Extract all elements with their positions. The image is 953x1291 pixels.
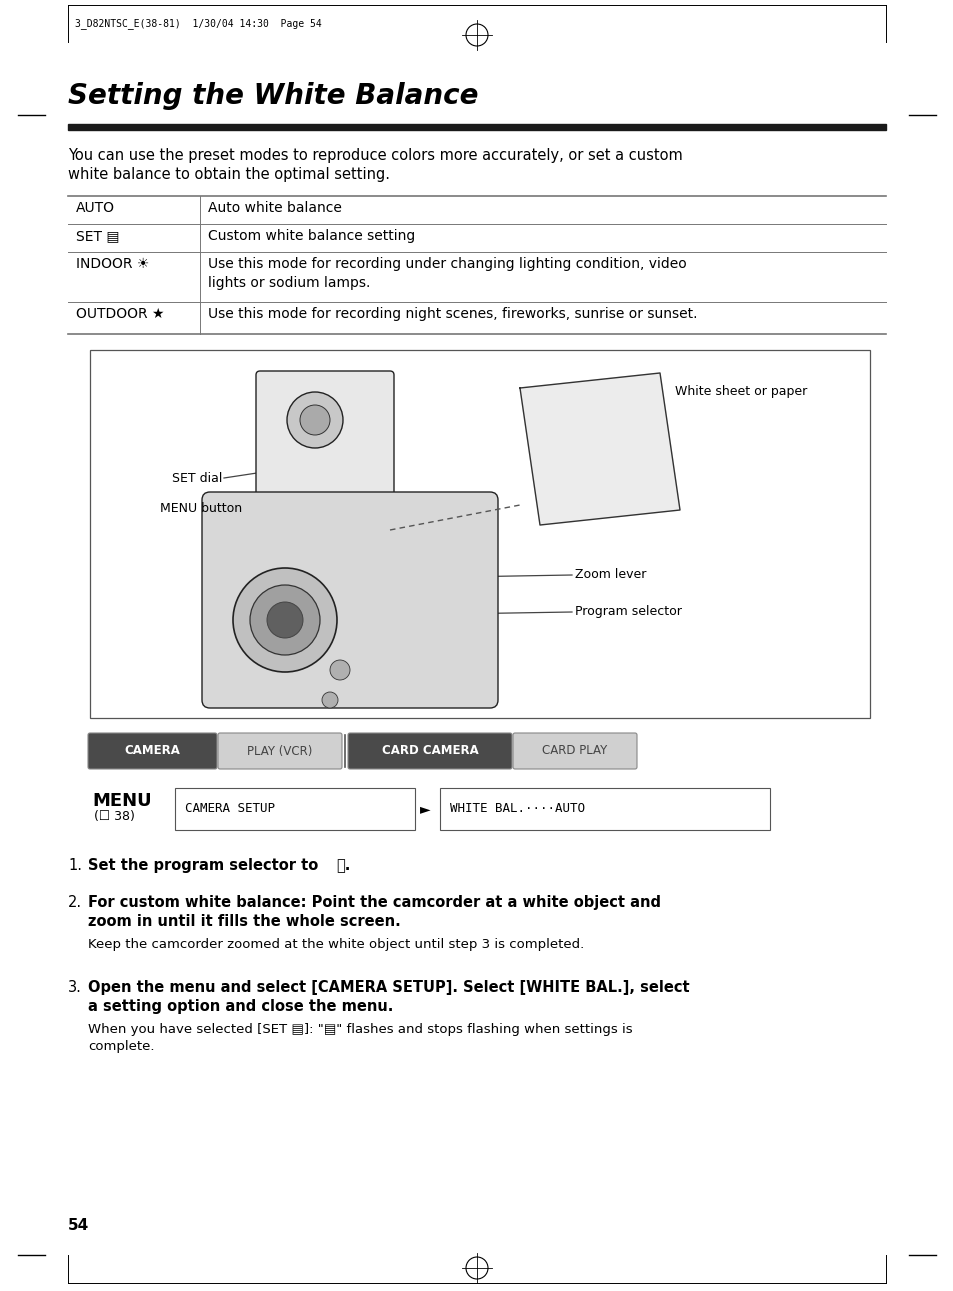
Text: 3_D82NTSC_E(38-81)  1/30/04 14:30  Page 54: 3_D82NTSC_E(38-81) 1/30/04 14:30 Page 54 [75, 18, 321, 28]
Text: INDOOR ☀: INDOOR ☀ [76, 257, 150, 271]
Text: When you have selected [SET ▤]: "▤" flashes and stops flashing when settings is: When you have selected [SET ▤]: "▤" flas… [88, 1022, 632, 1035]
Circle shape [299, 405, 330, 435]
FancyBboxPatch shape [218, 733, 341, 769]
Text: 1.: 1. [68, 859, 82, 873]
Text: CAMERA: CAMERA [125, 745, 180, 758]
Text: 2.: 2. [68, 895, 82, 910]
FancyBboxPatch shape [88, 733, 216, 769]
Text: Open the menu and select [CAMERA SETUP]. Select [WHITE BAL.], select: Open the menu and select [CAMERA SETUP].… [88, 980, 689, 995]
FancyBboxPatch shape [255, 371, 394, 544]
Bar [68, 124, 885, 130]
Text: white balance to obtain the optimal setting.: white balance to obtain the optimal sett… [68, 167, 390, 182]
Text: Custom white balance setting: Custom white balance setting [208, 229, 415, 243]
Text: 3.: 3. [68, 980, 82, 995]
Text: ►: ► [419, 802, 430, 816]
Text: Use this mode for recording under changing lighting condition, video
lights or s: Use this mode for recording under changi… [208, 257, 686, 290]
Text: WHITE BAL.····AUTO: WHITE BAL.····AUTO [450, 803, 584, 816]
Bar [90, 350, 869, 718]
Text: SET dial: SET dial [172, 471, 222, 484]
Text: CAMERA SETUP: CAMERA SETUP [185, 803, 274, 816]
Text: Ⓟ.: Ⓟ. [335, 859, 350, 873]
Text: Setting the White Balance: Setting the White Balance [68, 83, 478, 110]
Text: You can use the preset modes to reproduce colors more accurately, or set a custo: You can use the preset modes to reproduc… [68, 148, 682, 163]
Text: CARD CAMERA: CARD CAMERA [381, 745, 477, 758]
Text: OUTDOOR ★: OUTDOOR ★ [76, 307, 164, 321]
Circle shape [322, 692, 337, 707]
Polygon shape [519, 373, 679, 525]
Circle shape [250, 585, 319, 655]
FancyBboxPatch shape [202, 492, 497, 707]
FancyBboxPatch shape [513, 733, 637, 769]
Circle shape [233, 568, 336, 673]
Text: CARD PLAY: CARD PLAY [542, 745, 607, 758]
Text: White sheet or paper: White sheet or paper [675, 385, 806, 398]
Text: Auto white balance: Auto white balance [208, 201, 341, 216]
Text: 54: 54 [68, 1217, 90, 1233]
Text: Keep the camcorder zoomed at the white object until step 3 is completed.: Keep the camcorder zoomed at the white o… [88, 939, 583, 951]
Bar [439, 788, 769, 830]
Text: Program selector: Program selector [575, 605, 681, 618]
Circle shape [330, 660, 350, 680]
Text: PLAY (VCR): PLAY (VCR) [247, 745, 313, 758]
Text: a setting option and close the menu.: a setting option and close the menu. [88, 999, 393, 1013]
Text: MENU: MENU [91, 791, 152, 809]
Circle shape [267, 602, 303, 638]
Circle shape [287, 392, 343, 448]
Text: For custom white balance: Point the camcorder at a white object and: For custom white balance: Point the camc… [88, 895, 660, 910]
Text: complete.: complete. [88, 1041, 154, 1053]
Text: (☐ 38): (☐ 38) [94, 809, 134, 822]
Text: Set the program selector to: Set the program selector to [88, 859, 323, 873]
Text: zoom in until it fills the whole screen.: zoom in until it fills the whole screen. [88, 914, 400, 930]
Bar [174, 788, 415, 830]
Text: MENU button: MENU button [160, 501, 242, 515]
Text: Use this mode for recording night scenes, fireworks, sunrise or sunset.: Use this mode for recording night scenes… [208, 307, 697, 321]
Text: Zoom lever: Zoom lever [575, 568, 646, 581]
Text: AUTO: AUTO [76, 201, 115, 216]
FancyBboxPatch shape [348, 733, 512, 769]
Text: SET ▤: SET ▤ [76, 229, 119, 243]
